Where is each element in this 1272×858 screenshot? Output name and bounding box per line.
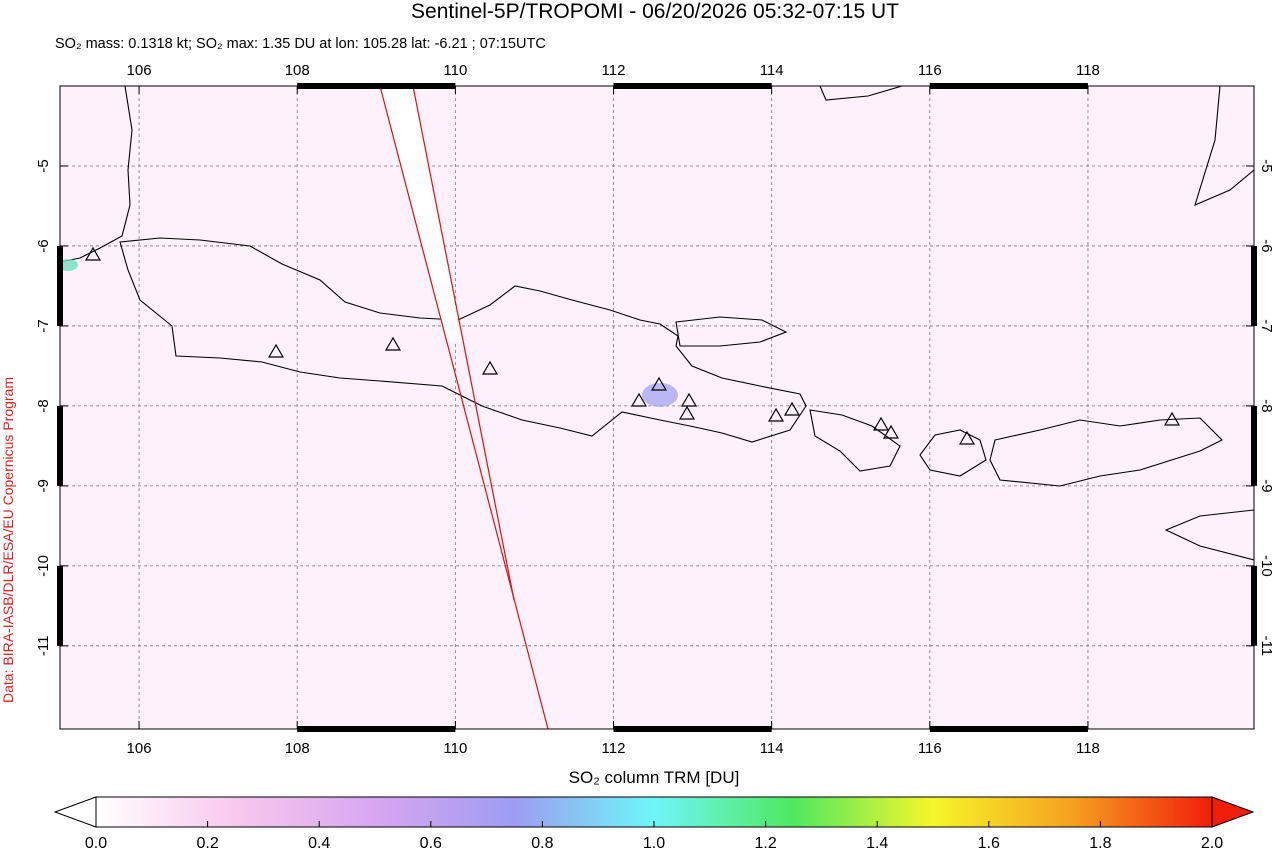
- x-tick-label-bottom: 110: [443, 740, 467, 757]
- swath-edge: [379, 86, 549, 729]
- colorbar-ticks: 0.0 0.2 0.4 0.6 0.8 1.0 1.2 1.4 1.6 1.8 2.0: [85, 821, 1223, 852]
- coast-borneo: [819, 86, 903, 101]
- x-tick-label-bottom: 118: [1076, 740, 1100, 757]
- x-tick-label-top: 118: [1076, 62, 1100, 79]
- volcano: [630, 392, 648, 407]
- volcano: [678, 405, 696, 420]
- volcanoes: [84, 246, 1181, 445]
- volcano: [650, 376, 668, 391]
- volcano: [384, 336, 402, 351]
- colorbar-tick-label: 0.6: [420, 835, 442, 852]
- volcano: [680, 392, 698, 407]
- x-tick-label-top: 112: [602, 62, 626, 79]
- coast-flores: [1164, 509, 1254, 561]
- colorbar-under: [53, 796, 97, 828]
- volcano: [1163, 411, 1181, 426]
- y-tick-label-right: -6: [1258, 239, 1272, 252]
- x-tick-label-bottom: 116: [918, 740, 942, 757]
- colorbar-tick-label: 1.4: [866, 835, 888, 852]
- y-tick-label-left: -5: [35, 159, 52, 172]
- volcano: [882, 424, 900, 439]
- swath-edge: [412, 86, 515, 601]
- x-tick-label-bottom: 114: [760, 740, 784, 757]
- credit: Data: BIRA-IASB/DLR/ESA/EU Copernicus Pr…: [0, 377, 16, 703]
- coastlines: [60, 86, 1254, 561]
- colorbar-tick-label: 0.0: [85, 835, 107, 852]
- coast-lombok: [919, 429, 987, 477]
- colorbar-tick-label: 2.0: [1201, 835, 1223, 852]
- so2-plume: [642, 383, 678, 407]
- coast-java: [119, 237, 807, 443]
- colorbar-tick-label: 1.6: [978, 835, 1000, 852]
- y-tick-label-right: -10: [1258, 555, 1272, 577]
- x-tick-label-top: 110: [443, 62, 467, 79]
- x-tick-label-bottom: 108: [285, 740, 310, 757]
- graticule: [60, 86, 1254, 729]
- coast-bali: [809, 409, 901, 472]
- volcano: [267, 343, 285, 358]
- volcano: [958, 430, 976, 445]
- volcano: [872, 416, 890, 431]
- x-tick-label-top: 108: [285, 62, 310, 79]
- colorbar-over: [1211, 796, 1255, 828]
- map-frame: [59, 85, 1255, 730]
- colorbar-tick-label: 1.2: [754, 835, 776, 852]
- orbit-gap: [379, 86, 549, 729]
- x-tick-label-bottom: 106: [127, 740, 152, 757]
- y-tick-label-right: -5: [1258, 159, 1272, 172]
- colorbar-tick-label: 0.2: [196, 835, 218, 852]
- x-tick-label-bottom: 112: [602, 740, 626, 757]
- y-tick-label-left: -7: [35, 319, 52, 332]
- y-tick-label-right: -8: [1258, 399, 1272, 412]
- y-tick-label-right: -7: [1258, 319, 1272, 332]
- volcano: [767, 407, 785, 422]
- y-tick-label-right: -11: [1258, 636, 1272, 657]
- coast-sumatra: [60, 86, 133, 263]
- subtitle: SO₂ mass: 0.1318 kt; SO₂ max: 1.35 DU at…: [55, 36, 546, 52]
- y-tick-label-left: -10: [35, 555, 52, 577]
- swath-gap: [380, 86, 462, 342]
- colorbar-tick-label: 0.8: [531, 835, 553, 852]
- coast-sumbawa: [989, 417, 1223, 487]
- map-background: [60, 86, 1254, 729]
- volcano: [783, 401, 801, 416]
- y-tick-label-left: -8: [35, 399, 52, 412]
- x-tick-label-top: 114: [760, 62, 784, 79]
- y-tick-label-left: -11: [35, 636, 52, 657]
- x-tick-label-top: 116: [918, 62, 942, 79]
- coast-sulawesi: [1194, 86, 1254, 206]
- y-tick-label-left: -6: [35, 239, 52, 252]
- x-tick-label-top: 106: [127, 62, 152, 79]
- title: Sentinel-5P/TROPOMI - 06/20/2026 05:32-0…: [411, 0, 899, 23]
- colorbar-tick-label: 0.4: [308, 835, 330, 852]
- volcano: [84, 246, 102, 261]
- colorbar-tick-label: 1.8: [1089, 835, 1111, 852]
- coast-madura: [675, 316, 788, 347]
- colorbar-label: SO₂ column TRM [DU]: [569, 768, 740, 787]
- y-tick-label-left: -9: [35, 479, 52, 492]
- colorbar-tick-label: 1.0: [643, 835, 665, 852]
- volcano: [481, 360, 499, 375]
- y-tick-label-right: -9: [1258, 479, 1272, 492]
